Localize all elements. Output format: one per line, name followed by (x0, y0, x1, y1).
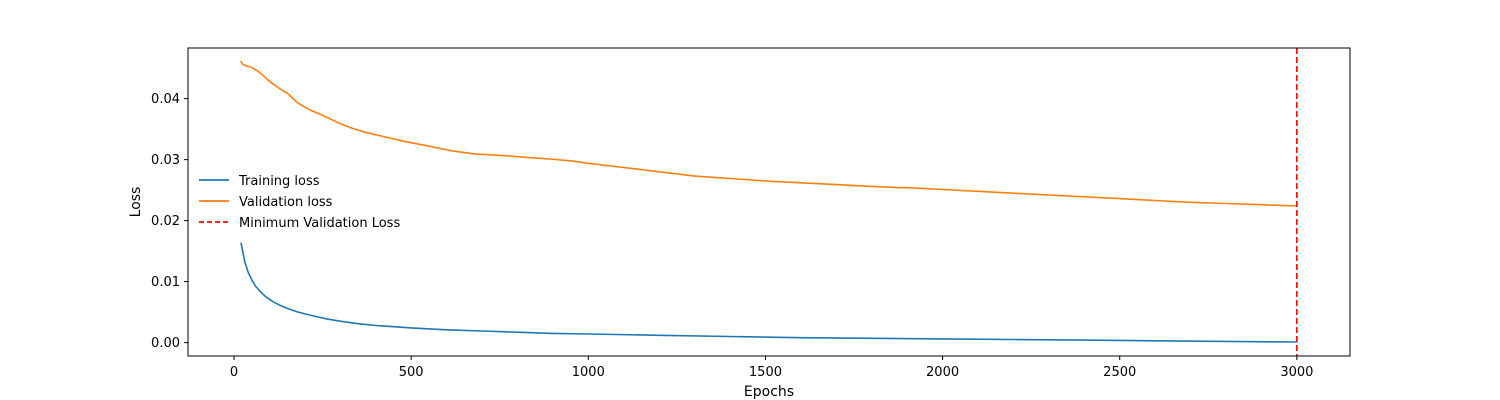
x-axis-label: Epochs (744, 384, 794, 400)
y-tick-label: 0.02 (151, 214, 180, 229)
x-axis-ticks: 0 500 1000 1500 2000 2500 3000 (230, 356, 1313, 380)
series-line-1 (240, 60, 1298, 207)
x-tick-label: 1000 (572, 365, 605, 380)
x-tick-label: 500 (399, 365, 424, 380)
series-layer (240, 48, 1298, 356)
y-tick-label: 0.03 (151, 153, 180, 168)
x-tick-label: 3000 (1280, 365, 1313, 380)
x-tick-label: 1500 (749, 365, 782, 380)
y-axis-ticks: 0.00 0.01 0.02 0.03 0.04 (151, 92, 188, 351)
legend-label-2: Minimum Validation Loss (239, 216, 400, 231)
plot-frame (187, 47, 1351, 357)
legend-label-1: Validation loss (239, 195, 333, 210)
x-tick-label: 0 (230, 365, 238, 380)
y-tick-label: 0.01 (151, 275, 180, 290)
series-line-0 (240, 242, 1298, 343)
y-tick-label: 0.00 (151, 336, 180, 351)
plot-background (188, 48, 1350, 356)
y-axis-label: Loss (128, 187, 144, 218)
y-tick-label: 0.04 (151, 92, 180, 107)
legend-label-0: Training loss (238, 174, 320, 189)
x-tick-label: 2500 (1103, 365, 1136, 380)
legend: Training loss Validation loss Minimum Vali… (199, 174, 400, 231)
x-tick-label: 2000 (926, 365, 959, 380)
